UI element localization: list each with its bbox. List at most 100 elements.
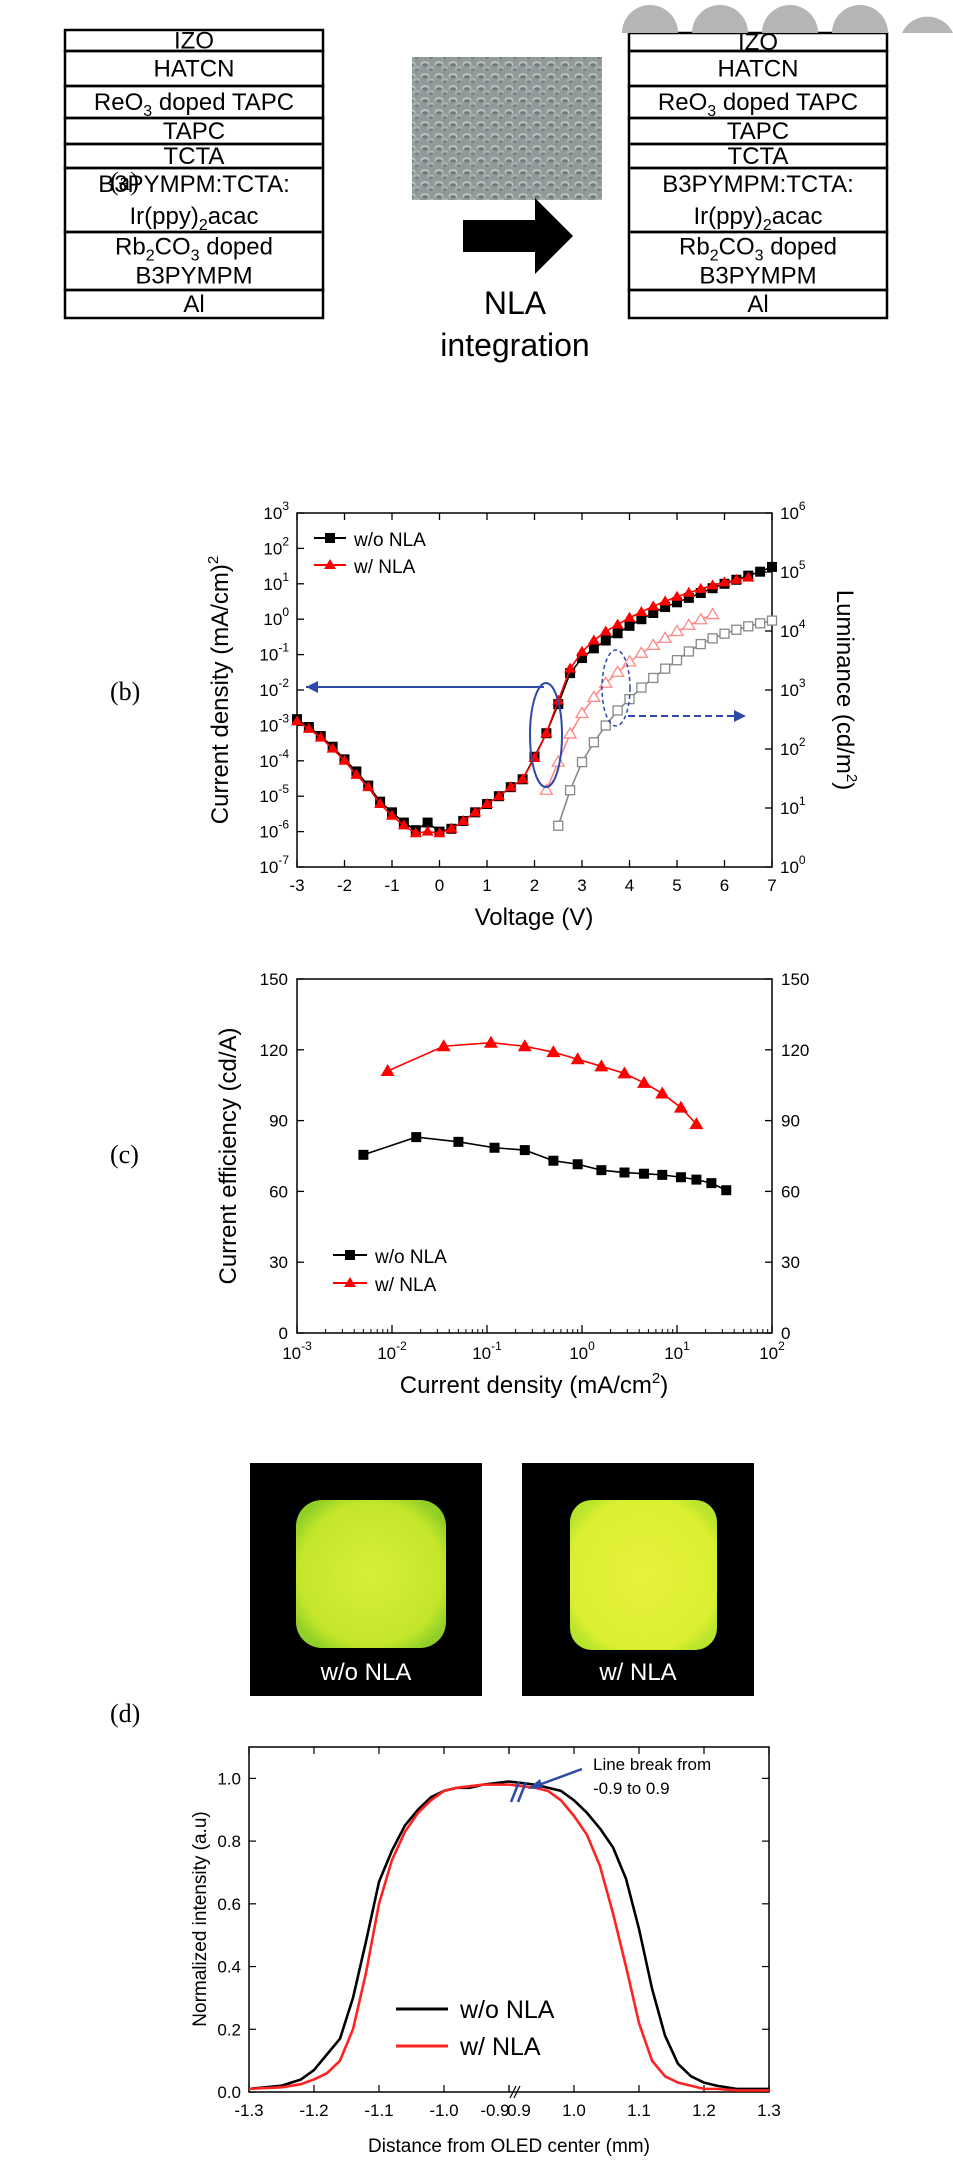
panel-label-b: (b)	[110, 677, 140, 706]
chart-b-x-ticks: -3 -2 -1 0 1 2 3 4 5 6 7	[289, 513, 777, 895]
chart-d: -1.3 -1.2 -1.1 -1.0 -0.90.9 1.0 1.1 1.2 1.3 0.00…	[190, 1746, 781, 2157]
chart-b-point	[634, 645, 649, 658]
chart-c-point	[358, 1149, 369, 1160]
chart-b-xtick-label: 2	[530, 876, 539, 895]
chart-b-point	[612, 705, 623, 716]
chart-b-ylabel-right: Luminance (cd/m2)	[831, 590, 860, 790]
layer-etl2-label: B3PYMPM	[699, 263, 816, 290]
chart-b-xtick-label: -2	[337, 876, 352, 895]
chart-b-point	[553, 820, 564, 831]
photo-w-nla-label: w/ NLA	[598, 1659, 676, 1686]
chart-c-point	[411, 1132, 422, 1143]
chart-b-point	[610, 664, 625, 677]
chart-b-point	[755, 566, 766, 577]
chart-d-legend: w/o NLA w/ NLA	[396, 1996, 555, 2061]
chart-c-point	[489, 1142, 500, 1153]
arrow-label-line2: integration	[440, 327, 589, 363]
chart-b-ytick-left-label: 10-6	[259, 818, 289, 842]
layer-tapc-label: TAPC	[163, 118, 225, 145]
chart-d-x-ticks: -1.3 -1.2 -1.1 -1.0 -0.90.9 1.0 1.1 1.2 1.3	[234, 1747, 781, 2120]
chart-b-point	[695, 638, 706, 650]
chart-d-xtick-label: 1.3	[757, 2101, 781, 2120]
chart-b-ytick-right-label: 100	[780, 853, 806, 877]
panel-label-c: (c)	[110, 1140, 139, 1169]
chart-b-point	[683, 646, 695, 657]
chart-b-point	[326, 742, 339, 753]
chart-c-xtick-label: 101	[664, 1339, 690, 1363]
chart-c-ytick-label-left: 90	[269, 1112, 288, 1131]
chart-b-point	[671, 655, 683, 666]
chart-c-xtick-label: 100	[569, 1339, 595, 1363]
chart-b-point	[386, 809, 398, 820]
chart-b-point	[574, 706, 590, 719]
chart-b-point	[577, 653, 587, 664]
chart-b-point	[374, 798, 387, 809]
chart-c-point	[519, 1145, 530, 1156]
layer-etl1-label: Rb2CO3 doped	[115, 234, 273, 265]
chart-d-xtick-label: 1.2	[692, 2101, 716, 2120]
chart-b-point	[612, 628, 623, 639]
chart-c-ytick-label-left: 150	[260, 970, 288, 989]
chart-b-point	[564, 662, 577, 673]
chart-b-point	[681, 618, 697, 630]
chart-b-point	[669, 624, 685, 637]
photo-wo-nla: w/o NLA	[250, 1463, 482, 1696]
chart-b-series-3	[539, 607, 720, 795]
chart-b-xtick-label: 4	[625, 876, 634, 895]
chart-c-point	[517, 1039, 532, 1052]
chart-c-point	[548, 1155, 559, 1166]
layer-tapc-label: TAPC	[727, 118, 789, 145]
chart-d-xtick-label: -1.3	[234, 2101, 263, 2120]
chart-b-point	[540, 727, 553, 738]
chart-c-point	[637, 1075, 652, 1088]
chart-b-ytick-left-label: 102	[263, 534, 289, 558]
chart-b-xtick-label: 0	[435, 876, 444, 895]
chart-b-ytick-right-label: 102	[780, 735, 806, 759]
chart-b-series-1	[291, 571, 755, 838]
chart-c-x-ticks: 10-3 10-2 10-1 100 101 102	[282, 1325, 785, 1363]
chart-b-point	[742, 571, 755, 582]
chart-b-point	[504, 781, 517, 792]
chart-b-point	[754, 618, 766, 629]
chart-d-legend-wo: w/o NLA	[459, 1996, 555, 2024]
chart-c-point	[706, 1178, 717, 1189]
layer-etl1-label: Rb2CO3 doped	[679, 234, 837, 265]
chart-d-ytick-label: 0.2	[217, 2020, 241, 2039]
chart-b-series-2	[553, 615, 778, 831]
chart-b-point	[409, 827, 422, 838]
photo-w-nla: w/ NLA	[522, 1463, 754, 1696]
chart-d-ylabel: Normalized intensity (a.u)	[190, 1811, 211, 2026]
chart-b-point	[683, 592, 694, 603]
chart-c-point	[657, 1169, 668, 1180]
chart-b-point	[576, 645, 588, 656]
chart-b-y-ticks-right: 106 105 104 103 102 101 100	[765, 499, 806, 877]
chart-b-point	[421, 825, 434, 836]
chart-b-point	[730, 573, 743, 584]
chart-b-xtick-label: 7	[767, 876, 776, 895]
arrow-label-line1: NLA	[484, 285, 547, 321]
chart-b-point	[646, 638, 661, 651]
chart-c-point	[483, 1035, 498, 1048]
chart-c-point	[380, 1064, 395, 1077]
chart-b-point	[469, 806, 482, 817]
chart-c-ytick-label-right: 30	[781, 1253, 800, 1272]
chart-b-legend-wo: w/o NLA	[353, 530, 426, 551]
chart-c-point	[572, 1159, 583, 1170]
chart-d-xtick-label: 1.1	[627, 2101, 651, 2120]
chart-c-point	[570, 1052, 585, 1065]
panel-label-d: (d)	[110, 1699, 140, 1728]
chart-b-point	[599, 625, 612, 636]
chart-b-point	[671, 590, 683, 601]
chart-b-point	[731, 624, 742, 635]
chart-b-ytick-left-label: 10-2	[259, 676, 289, 700]
chart-b-point	[600, 635, 611, 646]
chart-c-point	[689, 1117, 704, 1130]
layer-tcta-label: TCTA	[728, 143, 789, 170]
chart-c-point	[594, 1059, 609, 1072]
chart-c: 10-3 10-2 10-1 100 101 102 0 0 30 30 60 60 90 90 120 1…	[215, 970, 809, 1399]
chart-c-ytick-label-right: 150	[781, 970, 809, 989]
chart-c-point	[546, 1045, 561, 1058]
chart-b-point	[397, 819, 410, 830]
chart-b-xtick-label: 1	[482, 876, 491, 895]
layer-eml2-label: Ir(ppy)2acac	[694, 203, 823, 234]
